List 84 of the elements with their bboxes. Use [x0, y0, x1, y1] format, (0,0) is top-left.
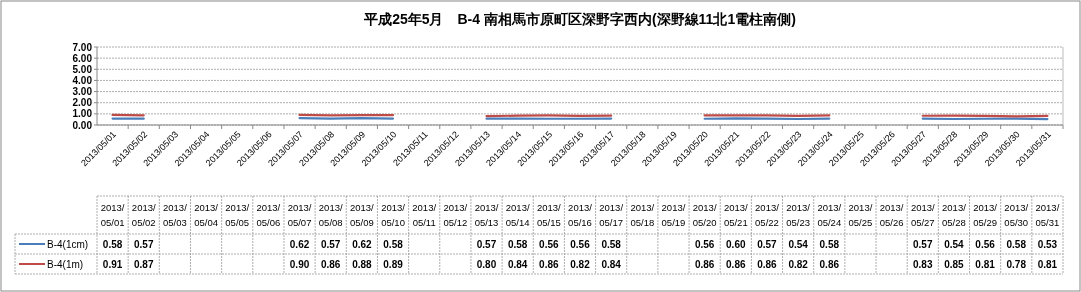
category-label: 2013/05/09 [349, 202, 374, 228]
category-label: 2013/05/31 [1035, 202, 1060, 228]
category-label: 2013/05/13 [474, 202, 499, 228]
text: 0.86 [726, 259, 746, 270]
y-tick-label: 1.00 [72, 108, 93, 120]
text: 0.56 [570, 239, 590, 250]
category-label: 2013/05/05 [225, 202, 250, 228]
text: 0.89 [383, 259, 403, 270]
text: 0.84 [507, 259, 528, 270]
category-label: 2013/05/01 [100, 202, 125, 228]
text: 0.58 [507, 239, 528, 250]
category-label: 2013/05/19 [661, 202, 686, 228]
category-label: 2013/05/10 [381, 202, 405, 228]
text: 0.62 [352, 239, 372, 250]
category-label: 2013/05/21 [723, 202, 748, 228]
text: 0.58 [819, 239, 840, 250]
text: 0.81 [975, 259, 995, 270]
category-label: 2013/05/06 [256, 202, 281, 228]
text: 0.91 [102, 259, 123, 270]
category-label: 2013/05/08 [318, 202, 343, 228]
text: 0.88 [352, 259, 372, 270]
text: 0.57 [476, 239, 497, 250]
text: 0.82 [788, 259, 808, 270]
text: 0.86 [757, 259, 777, 270]
category-label: 2013/05/26 [879, 202, 904, 228]
category-label: 2013/05/02 [131, 202, 156, 228]
text: 0.83 [913, 259, 933, 270]
text: 0.58 [102, 239, 123, 250]
text: 0.86 [819, 259, 840, 270]
category-label: 2013/05/25 [848, 202, 873, 228]
category-label: 2013/05/28 [942, 202, 966, 228]
category-label: 2013/05/27 [910, 202, 935, 228]
y-tick-label: 5.00 [72, 63, 93, 75]
category-label: 2013/05/15 [536, 202, 561, 228]
text: 0.56 [539, 239, 559, 250]
text: 0.56 [694, 239, 715, 250]
text: 0.85 [944, 259, 964, 270]
text: 0.57 [757, 239, 777, 250]
text: 0.84 [601, 259, 621, 270]
chart-title: 平成25年5月 B-4 南相馬市原町区深野字西内(深野線11北1電柱南側) [363, 11, 796, 27]
text: 0.86 [320, 259, 341, 270]
category-label: 2013/05/14 [505, 202, 530, 228]
category-label: 2013/05/24 [817, 202, 842, 228]
y-tick-label: 0.00 [72, 119, 93, 131]
text: 0.56 [975, 239, 995, 250]
text: 0.53 [1037, 239, 1058, 250]
category-label: 2013/05/29 [973, 202, 997, 228]
category-label: 2013/05/17 [599, 202, 624, 228]
category-label: 2013/05/11 [412, 202, 437, 228]
text: 0.54 [944, 239, 964, 250]
y-tick-label: 2.00 [72, 97, 93, 109]
text: 0.90 [289, 259, 310, 270]
category-label: 2013/05/30 [1004, 202, 1029, 228]
text: 0.62 [289, 239, 310, 250]
y-tick-label: 3.00 [72, 86, 93, 98]
text: 0.86 [539, 259, 559, 270]
text: 0.81 [1037, 259, 1058, 270]
y-tick-label: 4.00 [72, 74, 93, 86]
category-label: 2013/05/07 [287, 202, 312, 228]
category-label: 2013/05/12 [443, 202, 468, 228]
category-label: 2013/05/18 [630, 202, 655, 228]
text: 0.78 [1006, 259, 1026, 270]
text: 0.60 [726, 239, 746, 250]
category-label: 2013/05/16 [568, 202, 592, 228]
category-label: 2013/05/20 [692, 202, 717, 228]
category-label: 2013/05/23 [786, 202, 811, 228]
text: 0.57 [134, 239, 154, 250]
text: 0.80 [476, 259, 497, 270]
text: 0.54 [788, 239, 808, 250]
text: 0.58 [1006, 239, 1026, 250]
text: 0.58 [601, 239, 621, 250]
text: 0.58 [383, 239, 403, 250]
y-tick-label: 7.00 [72, 41, 93, 53]
y-tick-label: 6.00 [72, 52, 93, 64]
text: 0.57 [913, 239, 933, 250]
text: 0.86 [694, 259, 715, 270]
text: 0.87 [134, 259, 154, 270]
legend-label: B-4(1cm) [47, 239, 89, 250]
legend-label: B-4(1m) [47, 259, 84, 270]
category-label: 2013/05/22 [755, 202, 779, 228]
text: 0.82 [570, 259, 590, 270]
category-label: 2013/05/04 [194, 202, 218, 228]
category-label: 2013/05/03 [163, 202, 187, 228]
text: 0.57 [320, 239, 341, 250]
